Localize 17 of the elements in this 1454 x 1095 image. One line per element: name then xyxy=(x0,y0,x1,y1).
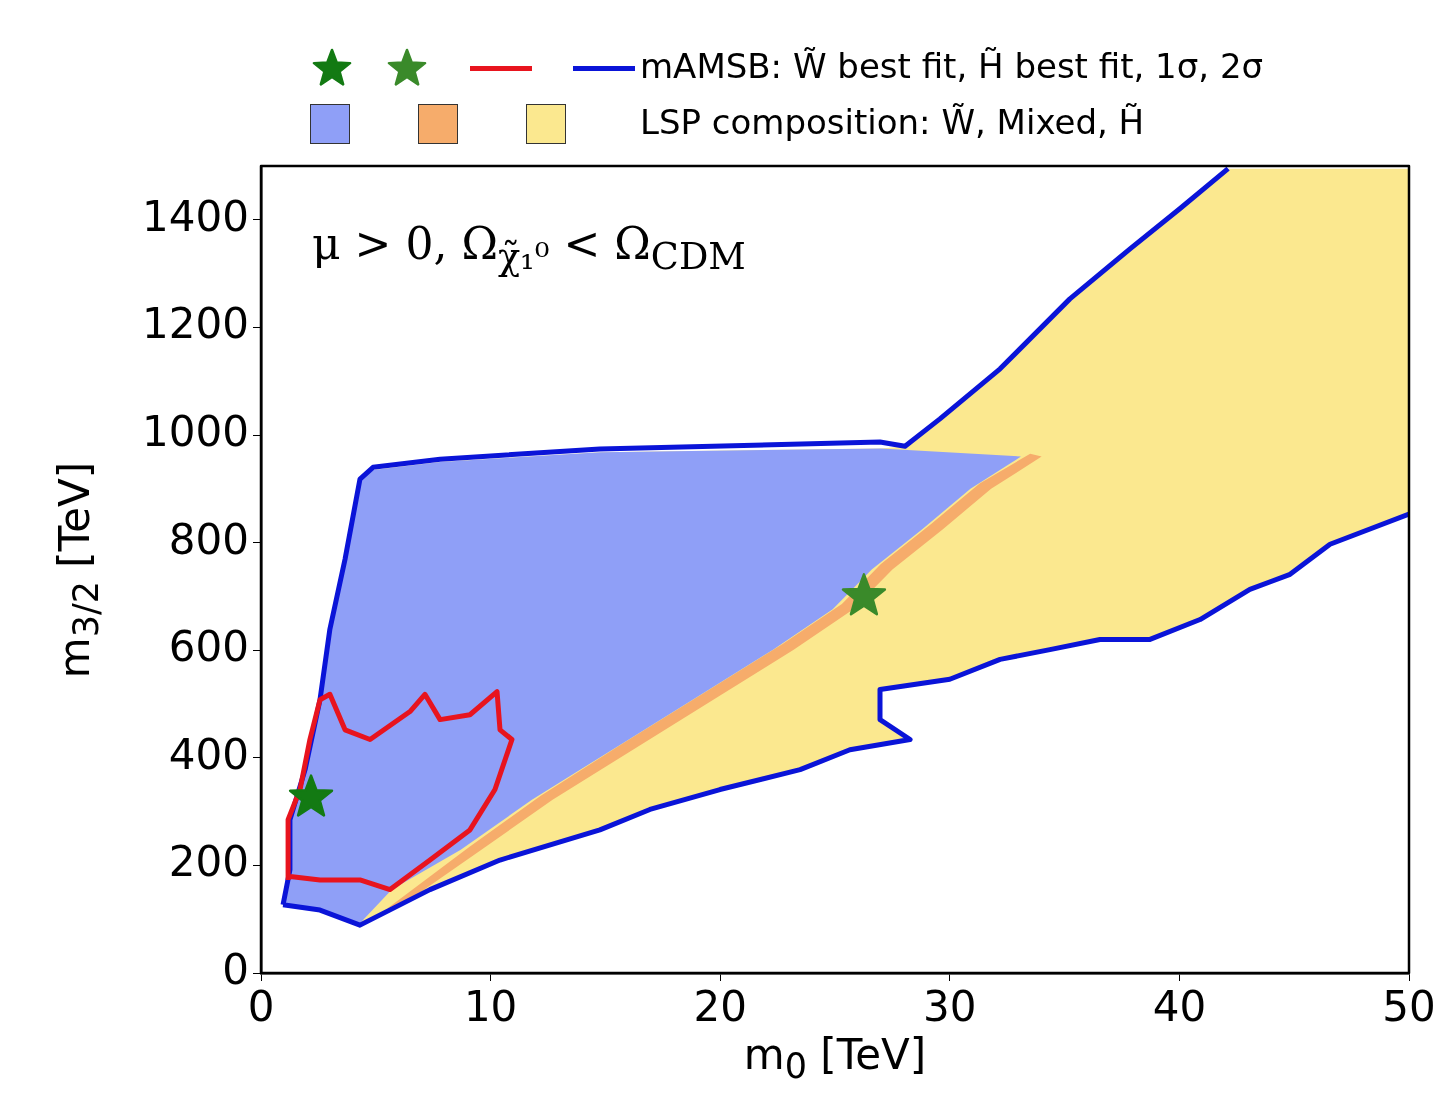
y-tick-label: 1200 xyxy=(142,299,249,349)
y-tick-label: 800 xyxy=(168,514,249,564)
x-tick-label: 50 xyxy=(1382,982,1436,1032)
x-tick-label: 30 xyxy=(923,982,977,1032)
x-tick-label: 20 xyxy=(693,982,747,1032)
y-tick-label: 1000 xyxy=(142,406,249,456)
text: LSP composition: W̃, Mixed, H̃ xyxy=(640,102,1145,142)
y-tick-label: 1400 xyxy=(142,191,249,241)
y-tick-label: 400 xyxy=(168,729,249,779)
x-tick-label: 40 xyxy=(1152,982,1207,1032)
y-tick-label: 600 xyxy=(168,622,249,672)
annotation: μ > 0, Ω$_{χ̃₁⁰}$ < Ω$_{CDM}$ xyxy=(312,218,746,278)
text: mAMSB: W̃ best fit, H̃ best fit, 1σ, 2σ xyxy=(640,46,1264,86)
y-tick-label: 0 xyxy=(222,944,249,994)
y-tick-label: 200 xyxy=(168,837,249,887)
x-tick-label: 10 xyxy=(463,982,518,1032)
x-axis-title: m$_{0}$ [TeV] xyxy=(743,1030,927,1087)
